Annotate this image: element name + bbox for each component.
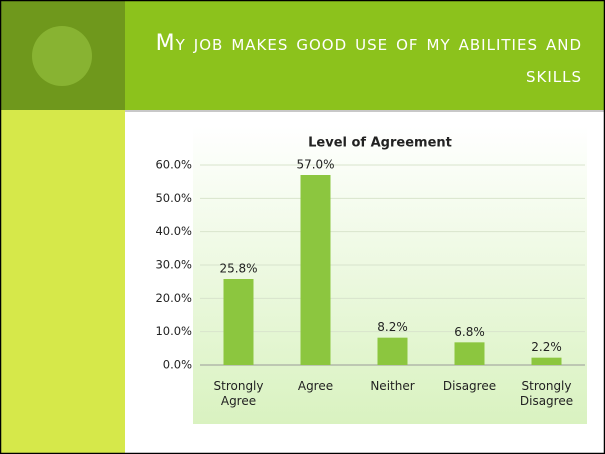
x-tick-label: Strongly Disagree xyxy=(519,379,574,408)
data-label: 8.2% xyxy=(377,320,408,334)
y-tick-label: 40.0% xyxy=(155,224,192,238)
x-tick-label: Strongly Agree xyxy=(213,379,264,408)
y-tick-label: 10.0% xyxy=(155,324,192,338)
bar xyxy=(377,337,408,365)
bar xyxy=(300,175,331,365)
bar xyxy=(454,342,485,365)
title-band xyxy=(125,0,605,110)
x-tick-label: Neither xyxy=(370,379,415,393)
side-strip xyxy=(0,110,125,454)
bar xyxy=(223,279,254,365)
data-label: 25.8% xyxy=(219,262,257,276)
x-tick-label: Disagree xyxy=(442,379,497,393)
x-tick-label: Agree xyxy=(297,379,334,393)
y-tick-label: 0.0% xyxy=(163,358,192,372)
data-label: 6.8% xyxy=(454,325,485,339)
data-label: 57.0% xyxy=(296,158,334,172)
y-tick-label: 20.0% xyxy=(155,291,192,305)
slide-title: My job makes good use of my abilities an… xyxy=(155,31,582,88)
data-label: 2.2% xyxy=(531,340,562,354)
corner-circle xyxy=(32,26,92,86)
chart-title: Level of Agreement xyxy=(308,136,452,151)
y-tick-label: 30.0% xyxy=(155,258,192,272)
y-tick-label: 60.0% xyxy=(155,158,192,172)
bar xyxy=(531,357,562,365)
y-tick-label: 50.0% xyxy=(155,191,192,205)
chart-area xyxy=(193,126,587,424)
